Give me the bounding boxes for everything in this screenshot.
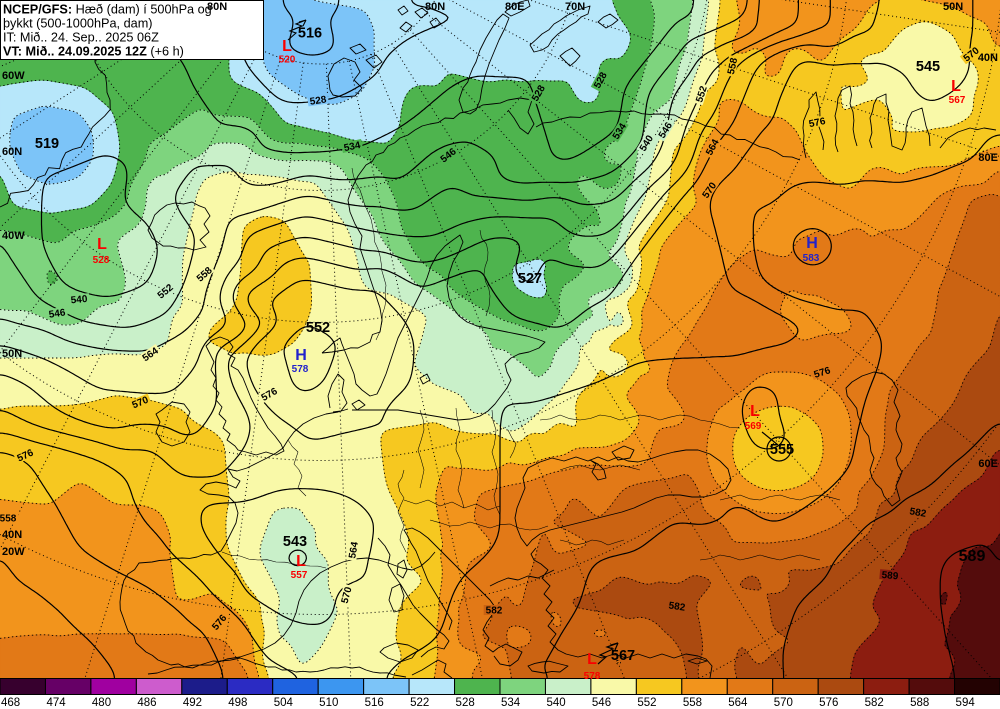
- svg-text:498: 498: [228, 697, 247, 709]
- svg-text:80N: 80N: [207, 1, 227, 13]
- svg-text:VT: Mið.. 24.09.2025 12Z (+6 h: VT: Mið.. 24.09.2025 12Z (+6 h): [3, 45, 184, 59]
- svg-text:L: L: [97, 236, 107, 253]
- svg-text:567: 567: [611, 648, 635, 664]
- svg-text:543: 543: [283, 534, 307, 550]
- svg-text:80E: 80E: [505, 1, 525, 13]
- svg-text:70N: 70N: [565, 1, 585, 13]
- svg-text:L: L: [587, 651, 597, 668]
- svg-text:519: 519: [35, 136, 59, 152]
- svg-text:589: 589: [881, 570, 899, 582]
- svg-text:50N: 50N: [2, 348, 22, 360]
- svg-text:555: 555: [770, 442, 794, 458]
- svg-text:546: 546: [48, 307, 66, 320]
- svg-text:582: 582: [668, 600, 686, 613]
- svg-text:589: 589: [959, 548, 986, 565]
- svg-text:569: 569: [745, 421, 762, 432]
- svg-text:552: 552: [306, 320, 330, 336]
- svg-text:582: 582: [486, 606, 503, 617]
- svg-text:80E: 80E: [978, 152, 998, 164]
- svg-text:534: 534: [501, 697, 521, 709]
- svg-text:534: 534: [343, 140, 362, 154]
- svg-text:558: 558: [726, 56, 740, 75]
- svg-text:60W: 60W: [2, 70, 25, 82]
- svg-text:528: 528: [309, 94, 327, 107]
- svg-text:588: 588: [910, 697, 929, 709]
- svg-text:564: 564: [728, 697, 748, 709]
- svg-text:510: 510: [319, 697, 338, 709]
- svg-text:582: 582: [909, 506, 928, 520]
- svg-text:20W: 20W: [2, 546, 25, 558]
- svg-text:552: 552: [637, 697, 656, 709]
- svg-text:520: 520: [279, 55, 296, 66]
- svg-text:522: 522: [410, 697, 429, 709]
- svg-text:552: 552: [694, 84, 710, 104]
- svg-text:558: 558: [683, 697, 702, 709]
- svg-text:576: 576: [808, 116, 827, 130]
- svg-text:558: 558: [0, 514, 17, 525]
- svg-text:468: 468: [1, 697, 20, 709]
- svg-text:492: 492: [183, 697, 202, 709]
- svg-text:L: L: [951, 78, 961, 95]
- svg-text:H: H: [806, 235, 818, 252]
- svg-text:583: 583: [803, 253, 820, 264]
- svg-text:50N: 50N: [943, 1, 963, 13]
- svg-text:504: 504: [274, 697, 294, 709]
- svg-text:480: 480: [92, 697, 111, 709]
- svg-text:546: 546: [592, 697, 611, 709]
- svg-text:570: 570: [340, 585, 355, 604]
- svg-text:570: 570: [774, 697, 793, 709]
- svg-text:L: L: [296, 553, 306, 570]
- svg-text:80N: 80N: [425, 1, 445, 13]
- svg-text:594: 594: [956, 697, 976, 709]
- svg-text:545: 545: [916, 59, 940, 75]
- svg-text:582: 582: [865, 697, 884, 709]
- svg-text:L: L: [282, 38, 292, 55]
- svg-text:40W: 40W: [2, 230, 25, 242]
- svg-text:H: H: [295, 347, 307, 364]
- svg-text:578: 578: [584, 671, 601, 682]
- svg-text:486: 486: [137, 697, 156, 709]
- svg-text:564: 564: [347, 541, 361, 560]
- svg-text:540: 540: [70, 294, 88, 306]
- svg-text:576: 576: [813, 365, 833, 381]
- svg-text:þykkt (500-1000hPa, dam): þykkt (500-1000hPa, dam): [3, 17, 153, 31]
- svg-text:516: 516: [365, 697, 384, 709]
- svg-text:60N: 60N: [2, 146, 22, 158]
- svg-text:528: 528: [456, 697, 475, 709]
- svg-text:IT: Mið.. 24. Sep.. 2025 06Z: IT: Mið.. 24. Sep.. 2025 06Z: [3, 31, 159, 45]
- svg-text:40N: 40N: [978, 52, 998, 64]
- svg-text:578: 578: [292, 364, 309, 375]
- svg-text:NCEP/GFS: Hæð (dam) í 500hPa o: NCEP/GFS: Hæð (dam) í 500hPa og: [3, 3, 212, 17]
- svg-text:528: 528: [93, 255, 110, 266]
- svg-text:L: L: [750, 403, 760, 420]
- svg-text:540: 540: [546, 697, 565, 709]
- svg-text:60E: 60E: [978, 458, 998, 470]
- svg-text:516: 516: [298, 26, 322, 42]
- svg-text:527: 527: [518, 271, 542, 287]
- svg-text:474: 474: [46, 697, 66, 709]
- svg-text:40N: 40N: [2, 529, 22, 541]
- svg-text:557: 557: [291, 570, 308, 581]
- svg-text:567: 567: [949, 95, 966, 106]
- svg-text:576: 576: [819, 697, 838, 709]
